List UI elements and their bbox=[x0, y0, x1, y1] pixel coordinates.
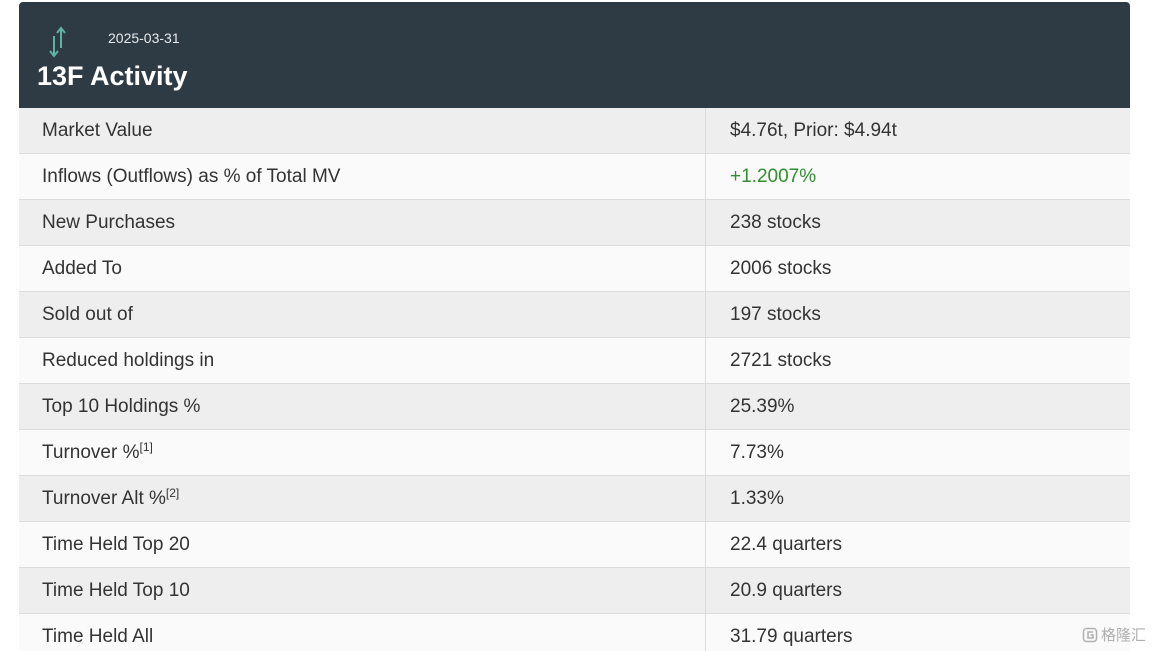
table-row: Time Held Top 20 22.4 quarters bbox=[19, 522, 1130, 568]
table-row: Market Value $4.76t, Prior: $4.94t bbox=[19, 108, 1130, 154]
row-value: 25.39% bbox=[730, 395, 795, 417]
up-down-arrows-icon bbox=[45, 24, 71, 60]
table-row: New Purchases 238 stocks bbox=[19, 200, 1130, 246]
row-label: Top 10 Holdings % bbox=[19, 384, 706, 429]
table-row: Added To 2006 stocks bbox=[19, 246, 1130, 292]
table-row: Inflows (Outflows) as % of Total MV +1.2… bbox=[19, 154, 1130, 200]
row-label: Time Held Top 10 bbox=[19, 568, 706, 613]
row-value: 2721 stocks bbox=[730, 349, 832, 371]
table-row: Reduced holdings in 2721 stocks bbox=[19, 338, 1130, 384]
row-label: Added To bbox=[19, 246, 706, 291]
row-label: Time Held Top 20 bbox=[19, 522, 706, 567]
row-value: 1.33% bbox=[730, 487, 784, 509]
row-label: Turnover Alt % [2] bbox=[19, 476, 706, 521]
report-date: 2025-03-31 bbox=[108, 30, 180, 46]
panel-header: 2025-03-31 13F Activity bbox=[19, 2, 1130, 108]
row-value: 2006 stocks bbox=[730, 257, 832, 279]
table-row: Turnover % [1] 7.73% bbox=[19, 430, 1130, 476]
row-value: 31.79 quarters bbox=[730, 625, 853, 647]
table-row: Turnover Alt % [2] 1.33% bbox=[19, 476, 1130, 522]
footnote-link[interactable]: [1] bbox=[139, 439, 153, 454]
row-value: 20.9 quarters bbox=[730, 579, 842, 601]
watermark-logo-icon bbox=[1082, 627, 1098, 643]
row-value: +1.2007% bbox=[730, 165, 817, 187]
row-label: Inflows (Outflows) as % of Total MV bbox=[19, 154, 706, 199]
table-row: Sold out of 197 stocks bbox=[19, 292, 1130, 338]
watermark: 格隆汇 bbox=[1082, 624, 1146, 645]
row-value: 22.4 quarters bbox=[730, 533, 842, 555]
row-label: Sold out of bbox=[19, 292, 706, 337]
row-value: 238 stocks bbox=[730, 211, 821, 233]
row-label: New Purchases bbox=[19, 200, 706, 245]
row-label: Reduced holdings in bbox=[19, 338, 706, 383]
activity-panel: 2025-03-31 13F Activity Market Value $4.… bbox=[19, 2, 1130, 651]
row-value: $4.76t, Prior: $4.94t bbox=[730, 119, 897, 141]
activity-table: Market Value $4.76t, Prior: $4.94t Inflo… bbox=[19, 108, 1130, 651]
row-value: 7.73% bbox=[730, 441, 784, 463]
row-label: Turnover % [1] bbox=[19, 430, 706, 475]
watermark-text: 格隆汇 bbox=[1100, 627, 1146, 644]
row-value: 197 stocks bbox=[730, 303, 821, 325]
table-row: Top 10 Holdings % 25.39% bbox=[19, 384, 1130, 430]
row-label: Market Value bbox=[19, 108, 706, 153]
panel-title: 13F Activity bbox=[37, 61, 188, 91]
row-label: Time Held All bbox=[19, 614, 706, 651]
table-row: Time Held All 31.79 quarters bbox=[19, 614, 1130, 651]
footnote-link[interactable]: [2] bbox=[165, 485, 180, 500]
table-row: Time Held Top 10 20.9 quarters bbox=[19, 568, 1130, 614]
